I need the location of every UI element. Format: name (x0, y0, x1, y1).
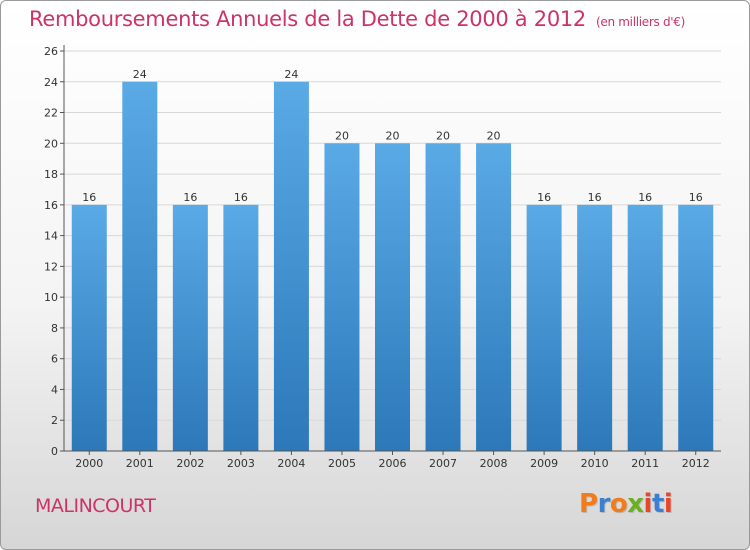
y-tick-label: 12 (44, 260, 58, 273)
bar-2008 (476, 143, 512, 452)
bar-2004 (273, 81, 309, 452)
x-tick-label: 2006 (379, 457, 407, 470)
bar-2007 (425, 143, 461, 452)
data-label: 20 (436, 129, 450, 142)
y-tick-label: 16 (44, 199, 58, 212)
bar-2002 (172, 204, 208, 451)
x-tick-label: 2005 (328, 457, 356, 470)
bar-2010 (577, 204, 613, 451)
bar-2012 (678, 204, 714, 451)
y-tick-label: 4 (51, 383, 58, 396)
logo-letter: i (643, 489, 653, 519)
x-tick-label: 2003 (227, 457, 255, 470)
chart-title: Remboursements Annuels de la Dette de 20… (29, 7, 685, 31)
data-label: 20 (335, 129, 349, 142)
logo-letter: t (651, 489, 664, 519)
y-tick-label: 26 (44, 45, 58, 58)
logo-letter: i (663, 489, 673, 519)
x-tick-label: 2004 (277, 457, 305, 470)
data-label: 16 (588, 191, 602, 204)
bar-2000 (71, 204, 107, 451)
x-tick-label: 2007 (429, 457, 457, 470)
bars (71, 81, 714, 452)
data-label: 24 (133, 68, 147, 81)
y-tick-label: 0 (51, 445, 58, 458)
axes (60, 45, 721, 455)
y-tick-label: 18 (44, 168, 58, 181)
x-tick-label: 2011 (631, 457, 659, 470)
x-tick-label: 2010 (581, 457, 609, 470)
bar-2009 (526, 204, 562, 451)
x-tick-label: 2012 (682, 457, 710, 470)
data-label: 16 (183, 191, 197, 204)
y-tick-label: 22 (44, 107, 58, 120)
data-label: 16 (82, 191, 96, 204)
x-tick-label: 2000 (75, 457, 103, 470)
data-label: 20 (487, 129, 501, 142)
logo-letter: r (597, 489, 611, 519)
x-tick-label: 2008 (480, 457, 508, 470)
y-tick-label: 2 (51, 414, 58, 427)
y-tick-label: 8 (51, 322, 58, 335)
x-tick-label: 2001 (126, 457, 154, 470)
bar-2005 (324, 143, 360, 452)
bar-2011 (627, 204, 663, 451)
x-tick-label: 2002 (176, 457, 204, 470)
y-tick-label: 10 (44, 291, 58, 304)
commune-name: MALINCOURT (35, 495, 156, 517)
x-tick-label: 2009 (530, 457, 558, 470)
bar-2003 (223, 204, 259, 451)
y-tick-label: 14 (44, 230, 58, 243)
proxiti-logo: Proxiti (579, 489, 673, 519)
logo-letter: x (627, 489, 644, 519)
data-label: 16 (689, 191, 703, 204)
logo-letter: o (609, 489, 628, 519)
data-label: 16 (638, 191, 652, 204)
title-text: Remboursements Annuels de la Dette de 20… (29, 7, 586, 31)
bar-2001 (122, 81, 158, 452)
labels: 0246810121416182022242616200024200116200… (44, 45, 710, 470)
data-label: 16 (234, 191, 248, 204)
data-label: 16 (537, 191, 551, 204)
y-tick-label: 6 (51, 353, 58, 366)
chart-subtitle: (en milliers d'€) (596, 15, 686, 29)
data-label: 20 (386, 129, 400, 142)
y-tick-label: 20 (44, 137, 58, 150)
data-label: 24 (284, 68, 298, 81)
logo-letter: P (579, 489, 598, 519)
bar-2006 (375, 143, 410, 452)
y-tick-label: 24 (44, 76, 58, 89)
